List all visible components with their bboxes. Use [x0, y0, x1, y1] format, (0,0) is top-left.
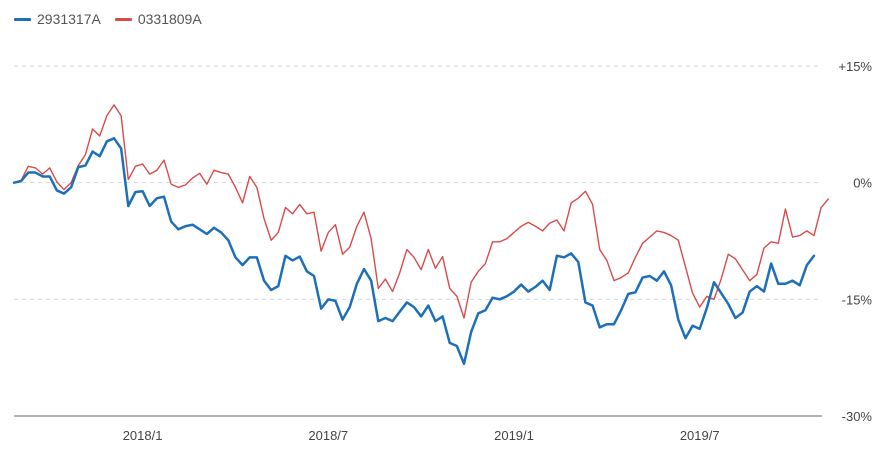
legend-swatch-series-2 [114, 17, 132, 21]
legend-item-series-2[interactable]: 0331809A [114, 11, 202, 27]
y-tick-labels: +15% 0% -15% -30% [838, 59, 872, 424]
x-tick-label: 2019/1 [494, 428, 534, 443]
y-tick-label: -15% [842, 292, 873, 307]
x-tick-label: 2018/7 [308, 428, 348, 443]
series-line-1 [12, 137, 816, 366]
legend-item-series-1[interactable]: 2931317A [14, 11, 101, 27]
series-line-2 [13, 104, 829, 319]
y-tick-label: -30% [842, 409, 873, 424]
legend-label-series-2: 0331809A [137, 11, 202, 27]
y-tick-label: 0% [853, 176, 872, 191]
legend-swatch-series-1 [14, 17, 31, 21]
x-tick-label: 2019/7 [680, 428, 720, 443]
x-tick-labels: 2018/1 2018/7 2019/1 2019/7 [123, 428, 720, 443]
legend-label-series-1: 2931317A [37, 11, 101, 27]
series-layer [12, 104, 829, 366]
legend: 2931317A 0331809A [14, 8, 216, 30]
x-tick-label: 2018/1 [123, 428, 163, 443]
y-tick-label: +15% [838, 59, 872, 74]
grid-layer [14, 65, 822, 300]
